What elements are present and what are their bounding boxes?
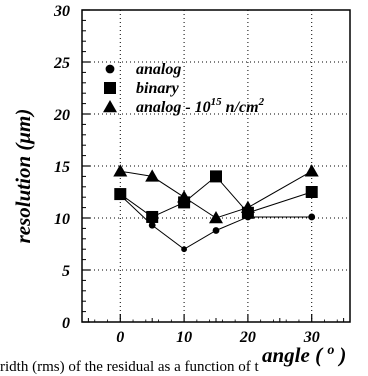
x-tick-label: 10 — [176, 329, 192, 346]
x-tick-label: 0 — [116, 329, 124, 346]
square-marker — [210, 170, 222, 183]
y-tick-label: 30 — [53, 3, 70, 20]
legend-label: analog - 1015 n/cm2 — [136, 96, 265, 116]
x-tick-label: 20 — [239, 329, 256, 346]
triangle-marker — [209, 211, 223, 224]
triangle-marker — [177, 190, 192, 203]
y-tick-label: 5 — [62, 263, 70, 280]
square-marker — [104, 82, 116, 94]
triangle-marker — [304, 164, 319, 177]
series-markers — [113, 164, 319, 253]
axis-ticks — [82, 9, 351, 323]
y-tick-label: 15 — [54, 159, 70, 176]
series-line — [119, 175, 312, 218]
x-axis-title: angle ( o) — [262, 343, 346, 367]
figure-caption: ridth (rms) of the residual as a functio… — [0, 359, 259, 375]
circle-marker — [181, 246, 187, 253]
triangle-marker — [240, 200, 255, 213]
square-marker — [146, 210, 159, 223]
y-tick-label: 0 — [62, 315, 70, 332]
series-line — [120, 170, 312, 219]
y-tick-labels: 0 5 10 15 20 25 30 — [53, 3, 70, 332]
triangle-marker — [145, 169, 160, 182]
legend-label: binary — [136, 80, 180, 97]
circle-marker — [148, 221, 156, 229]
square-marker — [305, 186, 318, 198]
square-marker — [114, 188, 127, 201]
y-tick-label: 20 — [53, 107, 70, 124]
circle-marker — [308, 213, 316, 221]
triangle-marker — [103, 100, 117, 113]
x-tick-label: 30 — [303, 329, 320, 346]
y-axis-title: resolution (μm) — [11, 109, 35, 244]
legend-label: analog — [136, 61, 181, 78]
triangle-marker — [113, 164, 128, 177]
x-tick-labels: 0 10 20 30 — [116, 329, 319, 346]
series-lines — [119, 170, 312, 250]
circle-marker — [105, 64, 115, 74]
circle-marker — [212, 227, 220, 234]
grid-lines — [82, 10, 350, 322]
y-tick-label: 25 — [53, 55, 70, 72]
y-tick-label: 10 — [54, 211, 70, 228]
